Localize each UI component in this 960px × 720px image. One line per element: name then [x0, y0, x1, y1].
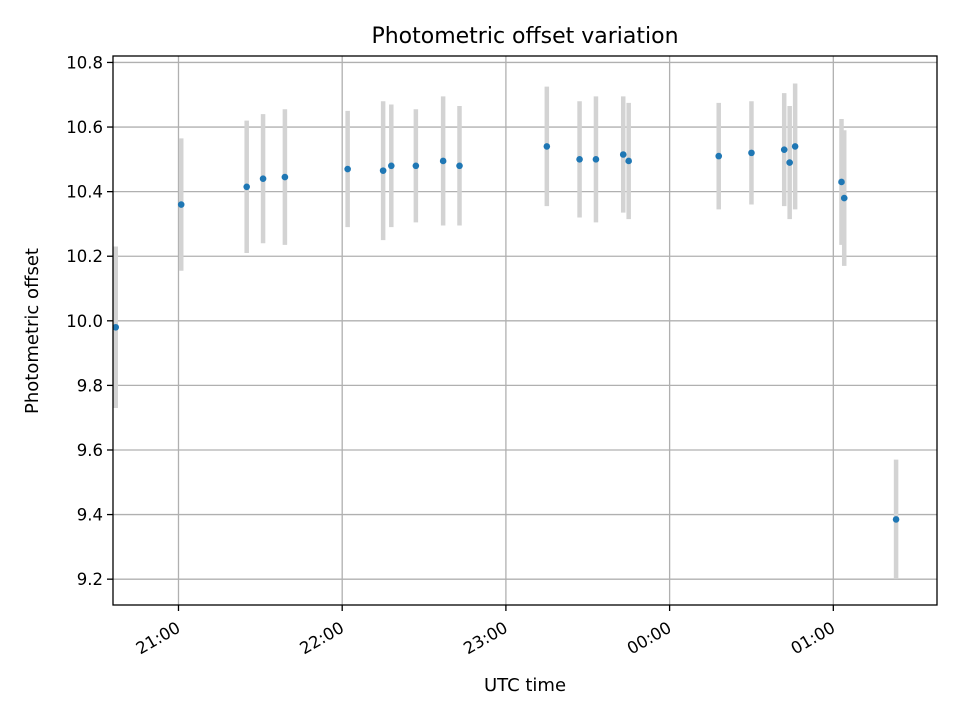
y-tick-label: 10.0 — [66, 312, 103, 331]
data-point — [592, 156, 600, 163]
x-axis-label: UTC time — [484, 675, 566, 696]
y-tick-label: 9.2 — [77, 570, 103, 589]
y-tick-label: 10.8 — [66, 53, 103, 72]
data-point — [791, 143, 799, 150]
y-axis: 9.2 9.4 9.6 9.8 10.0 10.2 10.4 10.6 10.8 — [66, 53, 113, 589]
y-tick-label: 9.6 — [77, 441, 103, 460]
chart-title: Photometric offset variation — [371, 24, 678, 49]
data-point — [439, 157, 447, 165]
data-point — [786, 159, 793, 166]
data-point — [259, 175, 267, 183]
data-point — [748, 149, 755, 157]
y-tick-label: 9.4 — [77, 506, 103, 525]
data-point — [388, 162, 395, 170]
y-tick-label: 10.4 — [66, 183, 103, 202]
data-point — [344, 165, 351, 173]
y-tick-label: 10.6 — [66, 118, 103, 137]
data-point — [780, 146, 788, 153]
data-point — [892, 516, 900, 523]
data-point — [456, 162, 463, 170]
data-point — [838, 178, 845, 186]
data-point — [243, 183, 250, 191]
data-point — [715, 152, 723, 160]
data-point — [281, 173, 289, 181]
y-axis-label: Photometric offset — [22, 248, 43, 414]
data-point — [619, 151, 627, 158]
data-point — [840, 194, 848, 202]
y-tick-label: 10.2 — [66, 247, 103, 266]
data-points — [112, 143, 900, 523]
data-point — [543, 143, 551, 150]
data-point — [412, 162, 420, 170]
y-tick-label: 9.8 — [77, 376, 103, 395]
plot-frame — [112, 55, 938, 606]
data-point — [112, 323, 120, 331]
data-point — [625, 157, 632, 165]
data-point — [177, 201, 185, 208]
data-point — [379, 167, 387, 174]
data-point — [576, 156, 583, 163]
grid — [113, 56, 937, 605]
